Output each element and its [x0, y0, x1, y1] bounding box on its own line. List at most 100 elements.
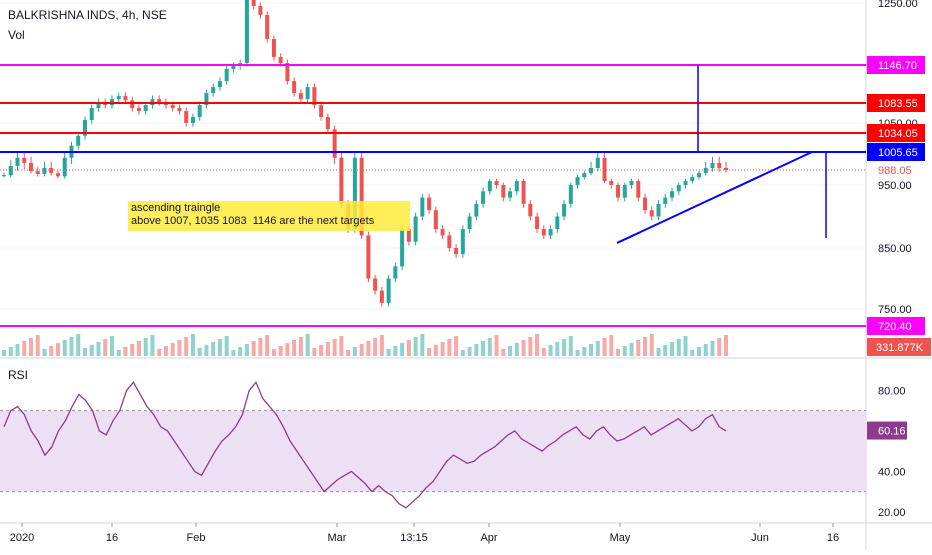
- volume-bar: [724, 335, 728, 356]
- candle-body: [379, 290, 384, 303]
- volume-bar: [433, 345, 438, 356]
- volume-bar: [265, 335, 270, 356]
- volume-bar: [555, 342, 560, 356]
- level-label: 1146.70: [878, 60, 917, 72]
- volume-bar: [521, 340, 526, 356]
- volume-bar: [352, 347, 357, 356]
- volume-bar: [406, 340, 411, 356]
- candle-body: [508, 191, 513, 198]
- candle-body: [474, 203, 479, 217]
- candle-body: [649, 210, 654, 217]
- candle-body: [602, 157, 607, 182]
- volume-bar: [197, 348, 202, 356]
- volume-bar: [285, 343, 290, 356]
- candle-body: [481, 191, 486, 204]
- volume-bar: [575, 350, 580, 356]
- candle-body: [697, 173, 702, 178]
- candle-body: [28, 162, 33, 172]
- candle-body: [204, 93, 209, 106]
- candle-body: [582, 173, 587, 178]
- annotation-text: ascending traingle above 1007, 1035 1083…: [131, 202, 374, 228]
- volume-bar: [474, 344, 479, 356]
- candles: [2, 0, 728, 307]
- candle-body: [440, 229, 445, 236]
- candle-body: [643, 197, 648, 211]
- rsi-band: [0, 410, 866, 492]
- volume-bar: [109, 336, 114, 356]
- candle-body: [501, 185, 506, 198]
- time-label: Apr: [480, 532, 497, 544]
- candle-body: [271, 39, 276, 58]
- candle-body: [15, 157, 20, 166]
- candle-body: [427, 197, 432, 211]
- volume-bar: [710, 341, 715, 356]
- candle-body: [62, 157, 67, 177]
- candle-body: [562, 203, 567, 217]
- candle-body: [143, 105, 148, 112]
- candle-body: [305, 87, 310, 100]
- volume-bar: [656, 348, 661, 356]
- candle-body: [670, 191, 675, 198]
- time-label: 16: [106, 532, 118, 544]
- volume-bar: [339, 336, 344, 356]
- volume-bars: [2, 334, 728, 356]
- ascending-trendline: [616, 151, 813, 244]
- volume-bar: [8, 347, 13, 356]
- candle-body: [373, 278, 378, 291]
- volume-bar: [393, 346, 398, 356]
- volume-bar: [224, 336, 229, 356]
- candle-body: [211, 87, 216, 94]
- volume-bar: [150, 335, 155, 356]
- candle-body: [629, 181, 634, 185]
- volume-bar: [76, 334, 81, 356]
- candle-body: [393, 266, 398, 279]
- volume-bar: [636, 340, 641, 356]
- volume-bar: [589, 344, 594, 356]
- candle-body: [251, 0, 256, 7]
- last-price-box: [867, 161, 925, 179]
- candle-body: [177, 108, 182, 112]
- level-label: 1005.65: [878, 147, 918, 159]
- candle-body: [548, 229, 553, 236]
- candle-body: [292, 81, 297, 94]
- volume-label: Vol: [8, 28, 25, 42]
- volume-bar: [190, 334, 195, 356]
- candle-body: [460, 229, 465, 255]
- volume-bar: [548, 345, 553, 356]
- volume-bar: [82, 348, 87, 356]
- volume-bar: [346, 350, 351, 356]
- volume-bar: [89, 345, 94, 356]
- volume-bar: [359, 344, 364, 356]
- rsi-tick-label: 20.00: [878, 507, 906, 519]
- candle-body: [433, 210, 438, 230]
- volume-bar: [136, 341, 141, 356]
- candle-body: [157, 99, 162, 103]
- candle-body: [170, 105, 175, 109]
- rsi-title: RSI: [8, 368, 29, 382]
- volume-bar: [244, 344, 249, 356]
- volume-bar: [55, 343, 60, 356]
- candle-body: [325, 117, 330, 130]
- candle-body: [690, 177, 695, 182]
- level-label-box: [867, 56, 925, 74]
- volume-bar: [238, 347, 243, 356]
- candle-body: [352, 157, 357, 230]
- price-tick-label: 1250.00: [878, 0, 918, 10]
- candle-body: [420, 197, 425, 217]
- volume-bar: [616, 349, 621, 356]
- volume-bar: [622, 346, 627, 356]
- time-label: 16: [827, 532, 839, 544]
- last-price-label: 988.05: [878, 165, 912, 177]
- volume-bar: [643, 337, 648, 356]
- candle-body: [656, 203, 661, 217]
- volume-bar: [541, 348, 546, 356]
- candle-body: [535, 216, 540, 230]
- volume-bar: [130, 344, 135, 356]
- volume-bar: [116, 350, 121, 356]
- candle-body: [285, 63, 290, 82]
- volume-value: 331.877K: [876, 342, 924, 354]
- price-tick-label: 850.00: [878, 243, 912, 255]
- candle-body: [400, 229, 405, 267]
